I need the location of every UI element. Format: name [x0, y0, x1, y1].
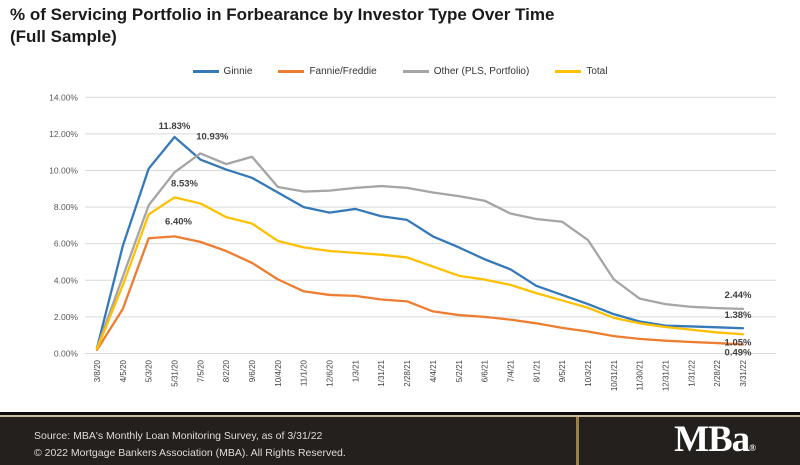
data-label-1093: 10.93%	[196, 131, 229, 142]
x-axis-label: 12/6/20	[326, 359, 335, 386]
y-axis-label: 10.00%	[49, 166, 78, 176]
x-axis-label: 4/4/21	[429, 359, 438, 382]
x-axis-label: 2/28/22	[713, 359, 722, 386]
chart-plot: 14.00% 12.00% 10.00% 8.00% 6.00% 4.00% 2.00% 0.…	[49, 92, 776, 391]
chart-title: % of Servicing Portfolio in Forbearance …	[10, 4, 792, 48]
footer-gold-accent-line	[0, 415, 800, 417]
x-axis-label: 5/2/21	[455, 359, 464, 382]
data-label-138: 1.38%	[725, 310, 752, 321]
legend-item-fannie-freddie: Fannie/Freddie	[278, 66, 377, 77]
footer: Source: MBA's Monthly Loan Monitoring Su…	[0, 412, 800, 465]
x-axis-label: 8/2/20	[222, 359, 231, 382]
series-line-ginnie	[95, 135, 745, 350]
y-axis-label: 0.00%	[54, 349, 79, 359]
chart-title-line-2: (Full Sample)	[10, 27, 117, 47]
x-axis-label: 10/3/21	[584, 359, 593, 386]
y-axis-label: 8.00%	[54, 202, 79, 212]
x-axis-label: 7/4/21	[506, 359, 515, 382]
data-label-853: 8.53%	[171, 178, 198, 189]
y-axis-label: 6.00%	[54, 239, 79, 249]
x-axis-label: 11/30/21	[636, 359, 645, 390]
series-line-total	[95, 196, 745, 351]
registered-mark: ®	[749, 443, 756, 453]
x-axis-label: 11/1/20	[300, 359, 309, 386]
x-axis-label: 8/1/21	[532, 359, 541, 382]
footer-copyright-line: © 2022 Mortgage Bankers Association (MBA…	[34, 446, 346, 459]
legend-item-other-pls-portfolio: Other (PLS, Portfolio)	[402, 66, 530, 77]
x-axis-label: 6/6/21	[481, 359, 490, 382]
series-line-fannie-freddie	[95, 235, 745, 351]
x-axis-label: 7/5/20	[196, 359, 205, 382]
data-label-105: 1.05%	[725, 337, 752, 348]
legend-swatch	[278, 70, 305, 73]
x-axis-label: 9/5/21	[558, 359, 567, 382]
mba-logo: MBa®	[640, 419, 790, 461]
y-axis-label: 12.00%	[49, 129, 78, 139]
x-axis-label: 1/31/22	[687, 359, 696, 386]
y-axis-label: 14.00%	[49, 92, 78, 102]
mba-logo-text: MBa	[674, 419, 750, 460]
legend-swatch	[555, 70, 582, 73]
footer-vertical-divider	[576, 417, 579, 465]
x-axis-label: 10/4/20	[274, 359, 283, 386]
y-axis-label: 4.00%	[54, 275, 79, 285]
x-axis-label: 2/28/21	[403, 359, 412, 386]
chart-title-line-1: % of Servicing Portfolio in Forbearance …	[10, 5, 555, 24]
y-axis-label: 2.00%	[54, 312, 79, 322]
data-label-1183: 11.83%	[159, 121, 191, 132]
x-axis-label: 1/31/21	[377, 359, 386, 386]
x-axis-label: 10/31/21	[610, 359, 619, 391]
legend-swatch	[402, 70, 429, 73]
x-axis-label: 5/3/20	[145, 359, 154, 382]
footer-source-line: Source: MBA's Monthly Loan Monitoring Su…	[34, 430, 323, 442]
legend-item-ginnie: Ginnie	[192, 66, 253, 77]
x-axis-label: 12/31/21	[661, 359, 670, 391]
legend-label: Total	[586, 66, 608, 77]
data-label-244: 2.44%	[725, 290, 752, 301]
legend-label: Ginnie	[223, 66, 253, 77]
x-axis-label: 9/6/20	[248, 359, 257, 382]
legend-item-total: Total	[555, 66, 607, 77]
data-label-640: 6.40%	[165, 216, 192, 227]
x-axis-label: 3/31/22	[739, 359, 748, 386]
chart-legend: Ginnie Fannie/Freddie Other (PLS, Portfoli…	[0, 66, 800, 77]
footer-top-strip	[0, 412, 800, 415]
x-axis-label: 3/8/20	[93, 359, 102, 382]
legend-label: Fannie/Freddie	[309, 66, 377, 77]
legend-swatch	[192, 70, 219, 73]
x-axis-label: 1/3/21	[351, 359, 360, 382]
x-axis-label: 4/5/20	[119, 359, 128, 382]
footer-source-note: Source: MBA's Monthly Loan Monitoring Su…	[34, 428, 346, 462]
x-axis-label: 5/31/20	[171, 359, 180, 386]
data-label-049: 0.49%	[725, 348, 752, 359]
series-line-other-pls-portfolio	[95, 152, 745, 350]
legend-label: Other (PLS, Portfolio)	[433, 66, 530, 77]
